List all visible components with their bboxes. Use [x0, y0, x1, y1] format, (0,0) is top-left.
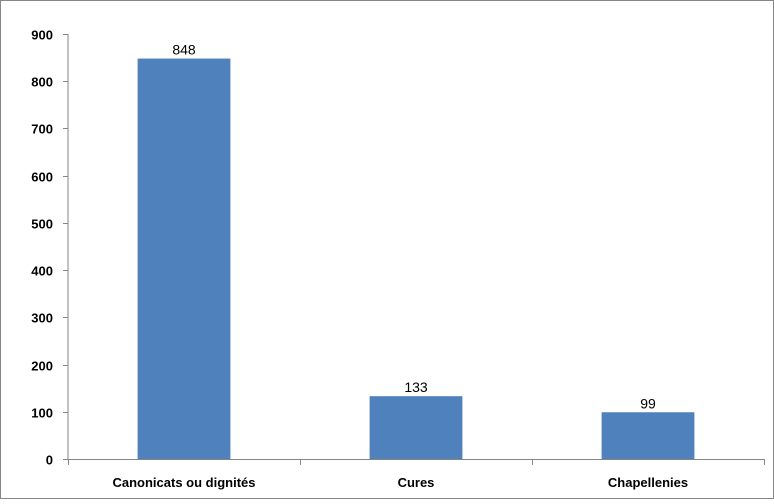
y-tick-label: 900 [31, 28, 53, 43]
x-category-label-2: Chapellenies [608, 475, 688, 490]
bar-2 [601, 412, 695, 459]
y-tick-label: 300 [31, 311, 53, 326]
y-axis: 0 100 200 300 400 500 600 700 800 900 [31, 28, 69, 468]
y-tick-label: 200 [31, 359, 53, 374]
y-tick-label: 800 [31, 75, 53, 90]
data-label-2: 99 [640, 395, 656, 411]
y-tick-label: 0 [46, 453, 53, 468]
x-axis: Canonicats ou dignités Cures Chapellenies [68, 459, 765, 490]
x-category-label-1: Cures [398, 475, 435, 490]
y-tick-label: 100 [31, 406, 53, 421]
bar-1 [369, 396, 463, 459]
y-tick-label: 700 [31, 122, 53, 137]
data-label-0: 848 [172, 42, 196, 58]
y-tick-label: 400 [31, 264, 53, 279]
x-category-label-0: Canonicats ou dignités [112, 475, 255, 490]
data-label-1: 133 [404, 379, 428, 395]
y-tick-label: 600 [31, 170, 53, 185]
bar-0 [137, 58, 231, 460]
bars [137, 58, 695, 460]
y-tick-label: 500 [31, 217, 53, 232]
data-labels: 848 133 99 [172, 42, 656, 412]
